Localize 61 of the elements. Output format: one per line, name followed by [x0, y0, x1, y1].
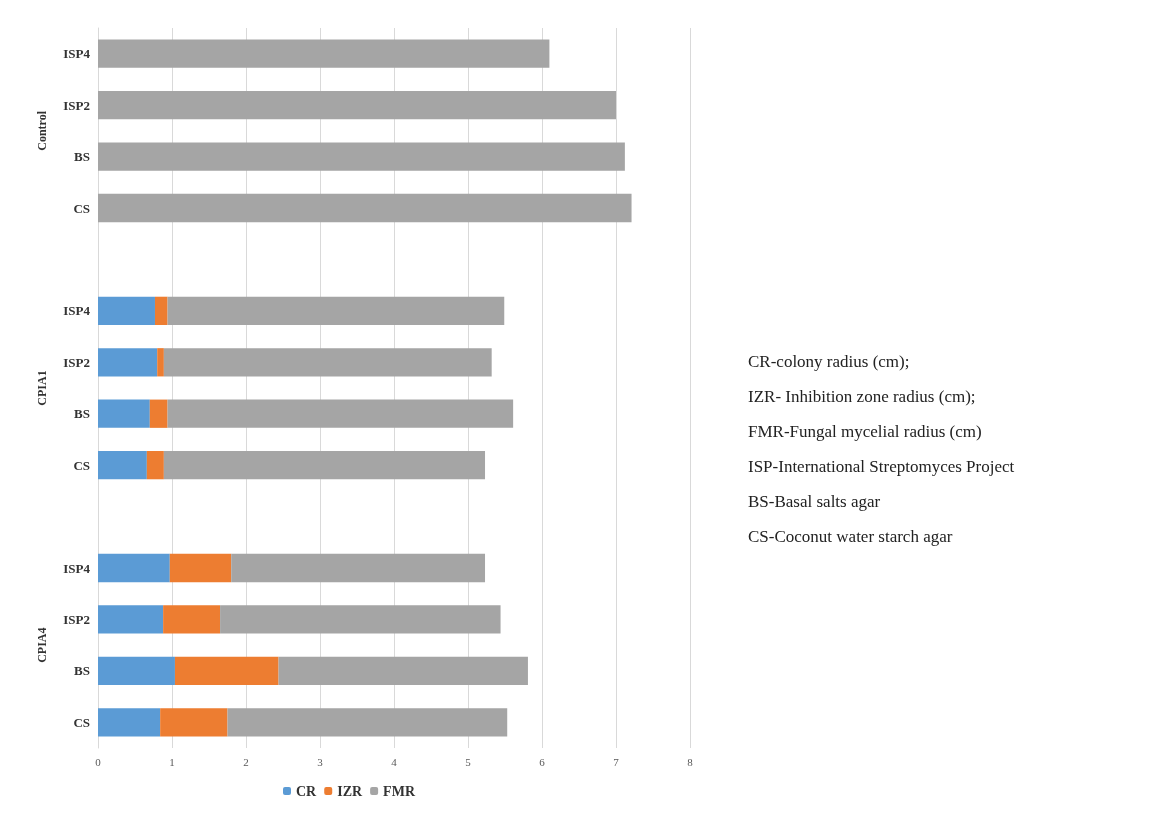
bar: [98, 708, 161, 737]
y-tick-label: ISP4: [63, 303, 91, 319]
legend-label: CR: [296, 783, 318, 799]
text: CR-colony radius (cm);: [748, 352, 910, 371]
y-tick-label: ISP4: [63, 560, 91, 576]
y-tick-label: BS: [74, 663, 90, 679]
bar: [227, 708, 508, 737]
x-tick-label: 5: [465, 755, 472, 768]
x-tick-label: 7: [613, 755, 620, 768]
text: CPIA4: [35, 627, 49, 663]
bar: [163, 451, 486, 480]
x-tick-label: 3: [317, 755, 324, 768]
bar: [163, 605, 221, 634]
bar: [98, 39, 550, 68]
text: CPIA1: [35, 370, 49, 406]
x-tick-label: 8: [687, 755, 694, 768]
y-tick-label: CS: [73, 200, 90, 216]
y-tick-label: ISP2: [63, 97, 90, 113]
bar: [98, 656, 175, 685]
text: ISP-International Streptomyces Project: [748, 457, 1015, 476]
x-tick-label: 0: [95, 755, 102, 768]
y-tick-label: ISP4: [63, 46, 91, 62]
bar: [167, 399, 514, 428]
legend-label: FMR: [383, 783, 416, 799]
bar: [98, 553, 170, 583]
bar: [278, 656, 528, 685]
bar: [98, 399, 150, 428]
bar: [98, 605, 164, 634]
bar: [98, 296, 155, 325]
bar: [169, 553, 232, 583]
y-tick-label: CS: [73, 714, 90, 730]
bar: [98, 142, 625, 171]
y-tick-label: ISP2: [63, 354, 90, 370]
bar: [163, 348, 492, 377]
bar: [98, 91, 616, 120]
bar: [98, 193, 632, 223]
bar: [167, 296, 505, 325]
x-tick-label: 2: [243, 755, 249, 768]
y-tick-label: CS: [73, 457, 90, 473]
bar: [98, 348, 158, 377]
bar: [98, 451, 147, 480]
x-tick-label: 6: [539, 755, 546, 768]
bar: [174, 656, 279, 685]
bar: [231, 553, 486, 583]
bar: [220, 605, 501, 634]
text: CS-Coconut water starch agar: [748, 527, 953, 546]
bar: [157, 348, 164, 377]
text: IZR- Inhibition zone radius (cm);: [748, 387, 976, 406]
x-tick-label: 4: [391, 755, 398, 768]
bar: [146, 451, 164, 480]
text: Control: [35, 110, 49, 151]
y-tick-label: BS: [74, 149, 90, 165]
bar: [154, 296, 168, 325]
y-tick-label: ISP2: [63, 611, 90, 627]
legend-label: IZR: [337, 783, 364, 799]
bar: [160, 708, 228, 737]
bar: [149, 399, 168, 428]
y-tick-label: BS: [74, 406, 90, 422]
text: FMR-Fungal mycelial radius (cm): [748, 422, 982, 441]
text: BS-Basal salts agar: [748, 492, 881, 511]
x-tick-label: 1: [169, 755, 175, 768]
